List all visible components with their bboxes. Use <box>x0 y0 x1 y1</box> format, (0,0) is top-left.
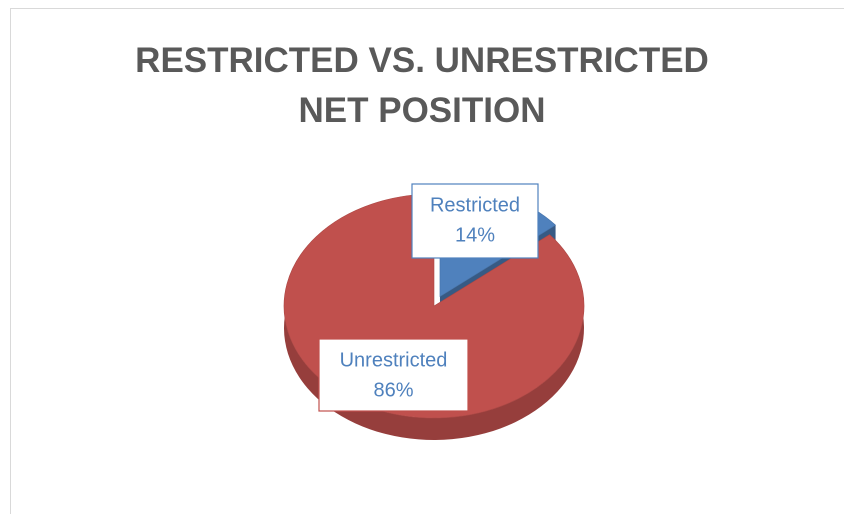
data-label-value: 86% <box>373 379 413 401</box>
data-label-name: Unrestricted <box>340 349 448 371</box>
data-label-name: Restricted <box>430 194 520 216</box>
data-label-box <box>318 338 469 412</box>
chart-title: RESTRICTED VS. UNRESTRICTED NET POSITION <box>135 41 709 130</box>
data-label-box <box>411 183 539 259</box>
data-label-value: 14% <box>455 224 495 246</box>
